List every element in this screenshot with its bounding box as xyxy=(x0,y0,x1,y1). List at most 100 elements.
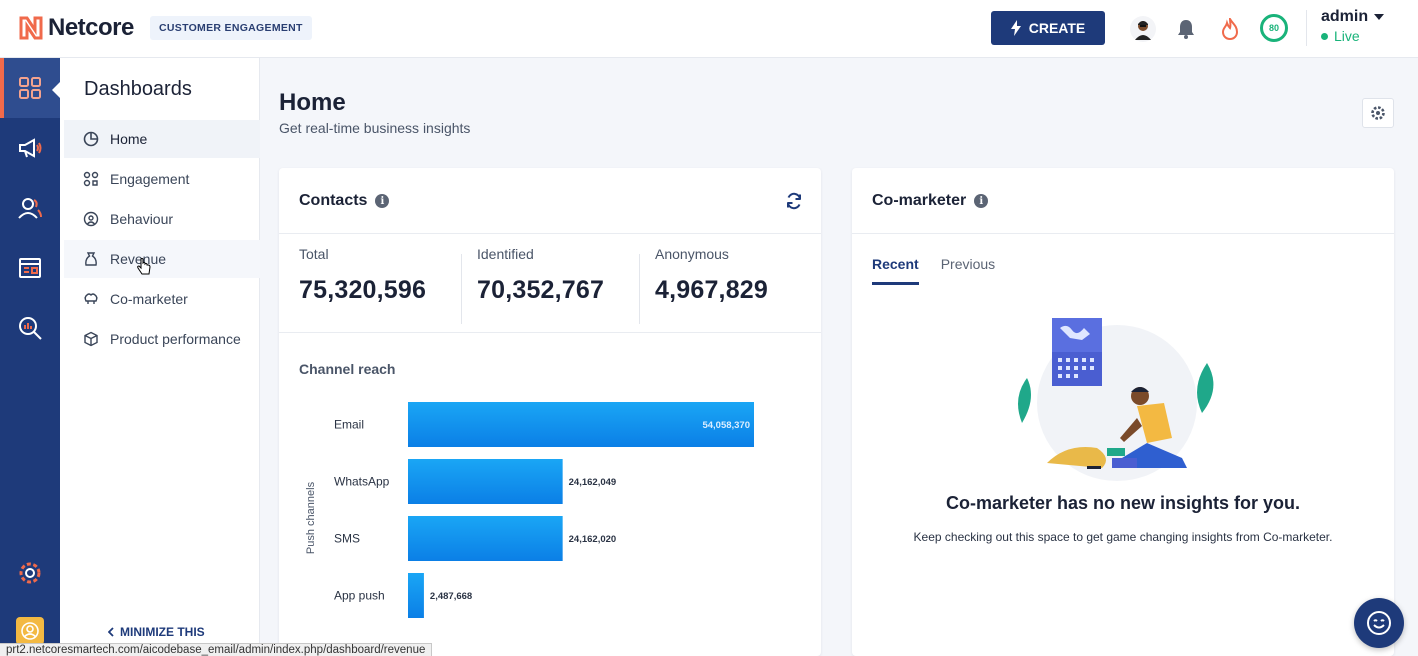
info-icon[interactable]: i xyxy=(974,194,989,208)
nav-item-engagement[interactable]: Engagement xyxy=(64,160,260,198)
co-marketer-tabs: Recent Previous xyxy=(872,256,995,285)
stat-value-identified: 70,352,767 xyxy=(477,276,605,304)
nav-item-behaviour[interactable]: Behaviour xyxy=(64,200,260,238)
refresh-icon[interactable] xyxy=(785,192,803,210)
empty-state-title: Co-marketer has no new insights for you. xyxy=(945,493,1301,513)
rail-audience[interactable] xyxy=(0,178,60,238)
stat-anonymous: Anonymous 4,967,829 xyxy=(655,246,768,305)
empty-state-description: Keep checking out this space to get game… xyxy=(913,530,1333,544)
bar-whatsapp[interactable] xyxy=(408,459,563,504)
user-avatar-icon[interactable] xyxy=(16,617,44,645)
create-label: CREATE xyxy=(1028,20,1086,36)
top-bar: Netcore CUSTOMER ENGAGEMENT CREATE 80 ad… xyxy=(0,0,1418,58)
stat-total: Total 75,320,596 xyxy=(299,246,426,305)
gear-icon xyxy=(1371,106,1385,120)
smiley-chat-icon xyxy=(1367,611,1391,635)
tab-previous[interactable]: Previous xyxy=(940,256,996,272)
netcore-logo-icon xyxy=(19,16,43,40)
nav-item-co-marketer[interactable]: Co-marketer xyxy=(64,280,260,318)
user-menu[interactable]: admin Live xyxy=(1321,8,1385,44)
nav-item-home[interactable]: Home xyxy=(64,120,260,158)
nav-label-product-performance: Product performance xyxy=(110,331,241,347)
stat-divider xyxy=(639,254,640,324)
rail-dashboard[interactable] xyxy=(0,58,60,118)
nav-label-revenue: Revenue xyxy=(110,251,167,267)
nav-label-behaviour: Behaviour xyxy=(110,211,174,227)
stat-label-identified: Identified xyxy=(477,246,534,262)
bar-value-label: 2,487,668 xyxy=(430,591,472,602)
megaphone-icon xyxy=(19,138,42,158)
users-icon xyxy=(18,198,42,219)
web-icon xyxy=(19,258,41,278)
co-marketer-card-header: Co-marketer i xyxy=(852,168,1394,234)
rail-analytics[interactable] xyxy=(0,298,60,358)
cube-icon xyxy=(82,330,100,348)
nav-item-revenue[interactable]: Revenue xyxy=(64,240,260,278)
bar-app-push[interactable] xyxy=(408,573,424,618)
flame-icon[interactable] xyxy=(1216,15,1244,43)
channel-reach-chart: Push channels Email 54,058,370 WhatsApp 24,… xyxy=(305,402,754,618)
nav-label-home: Home xyxy=(110,131,148,147)
hand-cursor-icon xyxy=(137,258,151,275)
info-icon[interactable]: i xyxy=(375,194,390,208)
co-marketer-title: Co-marketer xyxy=(872,192,967,209)
dashboards-nav: Dashboards Home Engagement Behaviour Rev… xyxy=(60,58,260,656)
chart-ylabel: Push channels xyxy=(305,481,317,554)
behaviour-icon xyxy=(82,210,100,228)
tab-recent[interactable]: Recent xyxy=(872,256,919,285)
bar-category-label: App push xyxy=(334,589,385,603)
analytics-icon xyxy=(19,317,42,340)
minimize-label: MINIMIZE THIS xyxy=(120,625,205,639)
empty-state-illustration xyxy=(1018,318,1214,481)
avatar-icon[interactable] xyxy=(1129,15,1157,43)
status-bar-url: prt2.netcoresmartech.com/aicodebase_emai… xyxy=(0,643,433,656)
chevron-left-icon xyxy=(108,627,114,637)
header-divider xyxy=(1306,10,1307,46)
stat-divider xyxy=(461,254,462,324)
minimize-button[interactable]: MINIMIZE THIS xyxy=(108,625,205,639)
co-marketer-card: Co-marketer i Recent Previous Co-markete… xyxy=(852,168,1394,656)
engagement-icon xyxy=(82,170,100,188)
channel-reach-title: Channel reach xyxy=(299,361,396,377)
score-ring[interactable]: 80 xyxy=(1260,14,1288,42)
stat-value-total: 75,320,596 xyxy=(299,276,427,304)
stat-value-anonymous: 4,967,829 xyxy=(655,276,769,304)
score-value: 80 xyxy=(1268,23,1279,33)
dashboard-icon xyxy=(19,77,41,99)
nav-item-product-performance[interactable]: Product performance xyxy=(64,320,260,358)
active-rail-caret xyxy=(52,82,60,98)
page-subtitle: Get real-time business insights xyxy=(279,120,471,136)
comarketer-icon xyxy=(82,290,100,308)
user-status: Live xyxy=(1334,28,1360,44)
bar-email[interactable] xyxy=(408,402,754,447)
live-dot-icon xyxy=(1321,32,1328,40)
bar-category-label: Email xyxy=(334,418,364,432)
product-badge: CUSTOMER ENGAGEMENT xyxy=(150,16,312,40)
sidenav-title: Dashboards xyxy=(84,78,192,100)
bar-value-label: 24,162,049 xyxy=(569,477,617,488)
bar-sms[interactable] xyxy=(408,516,563,561)
netcore-logo[interactable]: Netcore xyxy=(18,14,134,42)
section-divider xyxy=(279,332,821,333)
stat-identified: Identified 70,352,767 xyxy=(477,246,604,305)
rail-settings[interactable] xyxy=(0,543,60,603)
bell-icon[interactable] xyxy=(1172,15,1200,43)
create-button[interactable]: CREATE xyxy=(991,11,1105,45)
contacts-card: Contacts i Total 75,320,596 Identified 7… xyxy=(279,168,821,656)
page-title: Home xyxy=(279,89,346,116)
contacts-title: Contacts xyxy=(299,192,368,209)
pie-icon xyxy=(82,130,100,148)
bar-category-label: SMS xyxy=(334,532,360,546)
user-name: admin xyxy=(1321,8,1369,25)
bar-value-label: 54,058,370 xyxy=(702,420,750,431)
rail-web[interactable] xyxy=(0,238,60,298)
settings-gear-icon xyxy=(19,562,41,584)
chevron-down-icon xyxy=(1374,14,1385,20)
chat-button[interactable] xyxy=(1354,598,1404,648)
stat-label-anonymous: Anonymous xyxy=(655,246,729,262)
rail-campaigns[interactable] xyxy=(0,118,60,178)
lightning-icon xyxy=(1010,20,1021,36)
dashboard-settings-button[interactable] xyxy=(1362,98,1394,128)
nav-label-co-marketer: Co-marketer xyxy=(110,291,188,307)
revenue-icon xyxy=(82,250,100,268)
